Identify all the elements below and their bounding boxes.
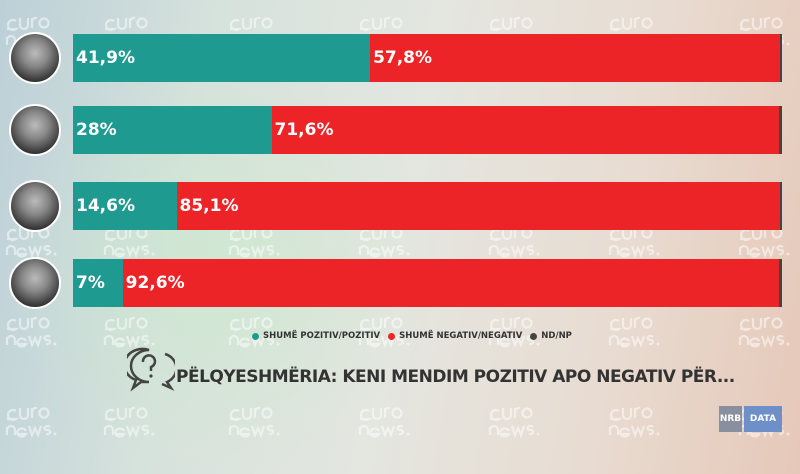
watermark-logo bbox=[355, 315, 411, 351]
data-label: 85,1% bbox=[179, 196, 239, 216]
watermark-logo bbox=[100, 225, 156, 261]
bar-segment bbox=[370, 34, 780, 82]
data-label: 14,6% bbox=[76, 196, 135, 216]
bar-segment bbox=[779, 106, 782, 154]
watermark-logo bbox=[735, 225, 791, 261]
data-label: 92,6% bbox=[125, 273, 185, 293]
watermark-logo bbox=[605, 225, 661, 261]
watermark-logo bbox=[355, 405, 411, 441]
watermark-logo bbox=[100, 405, 156, 441]
watermark-logo bbox=[355, 225, 411, 261]
watermark-logo bbox=[485, 315, 541, 351]
bar-segment bbox=[122, 259, 780, 307]
bar-segment bbox=[779, 182, 782, 230]
nrb-logo: NRB bbox=[719, 406, 742, 432]
bar-row: 14,6% 85,1% bbox=[73, 182, 782, 230]
bar-row: 7% 92,6% bbox=[73, 259, 782, 307]
bar-segment bbox=[73, 182, 177, 230]
data-label: 28% bbox=[76, 120, 117, 140]
watermark-logo bbox=[2, 315, 58, 351]
data-label: 71,6% bbox=[274, 120, 334, 140]
data-label: 41,9% bbox=[76, 48, 135, 68]
watermark-logo bbox=[485, 405, 541, 441]
person-photo bbox=[9, 180, 61, 232]
legend-dot-ndnp bbox=[530, 332, 538, 340]
bar-row: 41,9% 57,8% bbox=[73, 34, 782, 82]
bar-segment bbox=[73, 259, 123, 307]
watermark-logo bbox=[735, 315, 791, 351]
watermark-logo bbox=[2, 405, 58, 441]
watermark-logo bbox=[605, 315, 661, 351]
legend-dot-positive bbox=[252, 332, 259, 340]
bar-segment bbox=[779, 34, 782, 82]
person-photo bbox=[9, 32, 61, 84]
person-photo bbox=[9, 257, 61, 309]
watermark-logo bbox=[225, 315, 281, 351]
data-label: 7% bbox=[76, 273, 105, 293]
watermark-logo bbox=[605, 405, 661, 441]
legend: SHUMË POZITIV/POZITIV SHUMË NEGATIV/NEGA… bbox=[252, 331, 572, 341]
legend-negative: SHUMË NEGATIV/NEGATIV bbox=[399, 331, 523, 341]
data-centrum-logo: DATA bbox=[744, 406, 782, 432]
bar-segment bbox=[779, 259, 782, 307]
person-photo bbox=[9, 104, 61, 156]
bar-segment bbox=[271, 106, 780, 154]
question-title: PËLQYESHMËRIA: KENI MENDIM POZITIV APO N… bbox=[176, 367, 735, 387]
watermark-logo bbox=[225, 225, 281, 261]
data-label: 57,8% bbox=[373, 48, 433, 68]
watermark-logo bbox=[485, 225, 541, 261]
bar-segment bbox=[73, 34, 371, 82]
legend-positive: SHUMË POZITIV/POZITIV bbox=[263, 331, 381, 341]
bar-segment bbox=[73, 106, 272, 154]
watermark-logo bbox=[225, 405, 281, 441]
question-chat-icon bbox=[127, 347, 175, 392]
watermark-logo bbox=[100, 315, 156, 351]
legend-ndnp: ND/NP bbox=[541, 331, 572, 341]
bar-segment bbox=[176, 182, 780, 230]
bar-row: 28% 71,6% bbox=[73, 106, 782, 154]
legend-dot-negative bbox=[388, 332, 396, 340]
